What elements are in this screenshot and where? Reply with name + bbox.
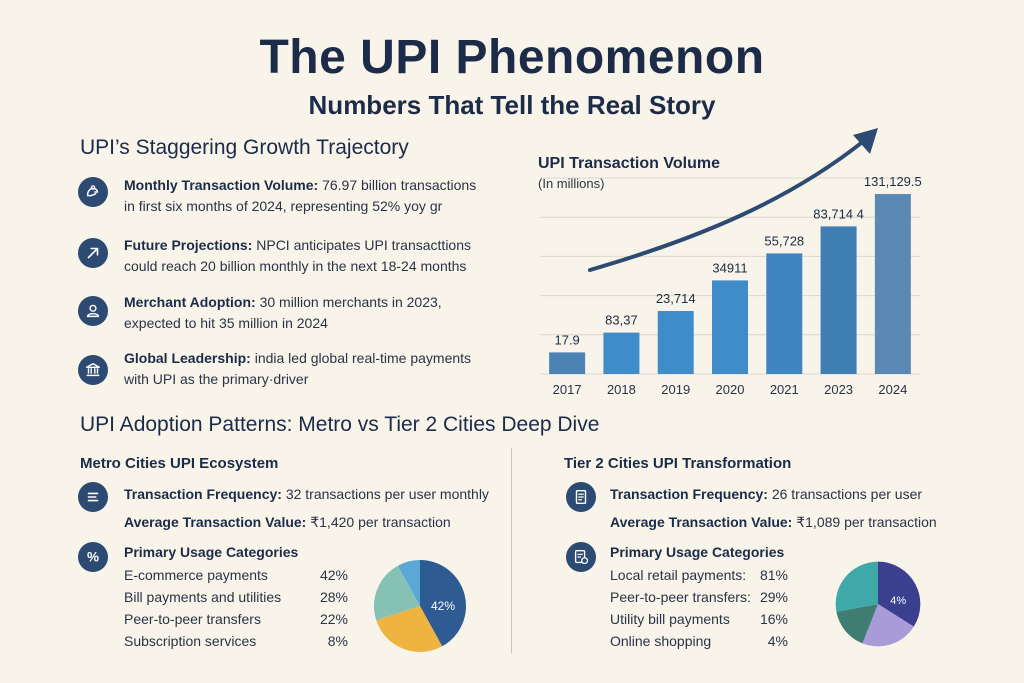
metro-category-pct: 8% — [327, 633, 348, 649]
chart-tick-label: 2018 — [607, 382, 636, 397]
chart-tick-label: 2021 — [770, 382, 799, 397]
svg-text:%: % — [87, 550, 99, 565]
chart-tick-label: 2020 — [716, 382, 745, 397]
metro-pie-chart: 42% — [374, 560, 466, 652]
chart-data-label: 55,728 — [764, 233, 804, 248]
pie-slice — [420, 560, 466, 647]
chart-bar — [712, 280, 748, 374]
trend-arrow — [588, 138, 867, 272]
tier2-category-name: Peer-to-peer transfers: — [610, 589, 751, 605]
chart-bar — [657, 311, 694, 374]
tier2-heading: Tier 2 Cities UPI Transformation — [564, 455, 792, 472]
pie-slice — [835, 561, 878, 612]
page-title: The UPI Phenomenon — [259, 31, 765, 84]
tier2-category-pct: 29% — [759, 589, 788, 605]
section-divider — [511, 448, 512, 653]
metro-category-name: Bill payments and utilities — [124, 589, 282, 605]
metro-category-name: E-commerce payments — [124, 567, 268, 583]
growth-item-monthly-volume: Monthly Transaction Volume: 76.97 billio… — [124, 177, 477, 214]
document-icon — [566, 482, 596, 512]
hand-coin-icon — [78, 177, 108, 207]
tier2-frequency: Transaction Frequency: 26 transactions p… — [610, 486, 923, 502]
chart-data-label: 34911 — [712, 260, 747, 275]
chart-tick-label: 2023 — [824, 382, 853, 397]
pie-slice — [397, 560, 420, 606]
person-icon — [78, 296, 108, 326]
trend-arrowhead — [853, 128, 878, 154]
metro-pie-label: 42% — [431, 599, 455, 613]
tier2-pie-label: 4% — [890, 595, 906, 607]
chart-data-label: 131,129.5 — [864, 174, 922, 189]
pie-slice — [862, 604, 914, 647]
metro-category-pct: 22% — [319, 611, 348, 627]
chart-bar — [820, 226, 857, 374]
chart-data-label: 83,714 4 — [813, 206, 864, 221]
tier2-category-pct: 4% — [767, 633, 788, 649]
growth-heading: UPI’s Staggering Growth Trajectory — [80, 136, 409, 159]
metro-average-value: Average Transaction Value: ₹1,420 per tr… — [124, 514, 451, 530]
growth-item-global-leadership: Global Leadership: india led global real… — [124, 350, 472, 387]
pie-slice — [376, 606, 443, 652]
chart-bar — [603, 332, 640, 374]
pie-slice — [374, 565, 420, 621]
page-subtitle: Numbers That Tell the Real Story — [308, 90, 716, 120]
pie-slice — [878, 561, 921, 627]
chart-data-label: 83,37 — [605, 313, 638, 328]
chart-title: UPI Transaction Volume — [538, 155, 720, 172]
list-icon — [78, 482, 108, 512]
growth-item-future-projections: Future Projections: NPCI anticipates UPI… — [124, 237, 472, 274]
pie-slice — [836, 604, 878, 644]
tier2-category-pct: 81% — [759, 567, 788, 583]
metro-category-pct: 42% — [319, 567, 348, 583]
metro-category-pct: 28% — [319, 589, 348, 605]
chart-tick-label: 2024 — [878, 382, 907, 397]
chart-data-label: 17.9 — [554, 332, 579, 347]
adoption-heading: UPI Adoption Patterns: Metro vs Tier 2 C… — [80, 413, 600, 436]
tier2-category-name: Utility bill payments — [610, 611, 730, 627]
chart-data-label: 23,714 — [656, 291, 696, 306]
tier2-categories-heading: Primary Usage Categories — [610, 544, 785, 560]
metro-heading: Metro Cities UPI Ecosystem — [80, 455, 279, 472]
receipt-icon — [566, 542, 596, 572]
tier2-category-name: Online shopping — [610, 633, 712, 649]
transaction-volume-chart: UPI Transaction Volume (In millions) 17.… — [538, 128, 922, 397]
chart-subtitle: (In millions) — [538, 176, 604, 191]
chart-tick-label: 2017 — [553, 382, 582, 397]
chart-bar — [549, 352, 586, 374]
tier2-average-value: Average Transaction Value: ₹1,089 per tr… — [610, 514, 937, 530]
arrow-up-right-icon — [78, 238, 108, 268]
metro-category-name: Peer-to-peer transfers — [124, 611, 261, 627]
metro-frequency: Transaction Frequency: 32 transactions p… — [124, 486, 489, 502]
bank-icon — [78, 355, 108, 385]
tier2-category-pct: 16% — [759, 611, 788, 627]
tier2-pie-chart: 4% — [835, 561, 921, 647]
growth-item-merchant-adoption: Merchant Adoption: 30 million merchants … — [124, 294, 442, 331]
metro-categories-heading: Primary Usage Categories — [124, 544, 299, 560]
chart-bar — [766, 253, 803, 374]
chart-bar — [874, 194, 911, 374]
percent-icon: % — [78, 542, 108, 572]
metro-category-name: Subscription services — [124, 633, 257, 649]
tier2-category-name: Local retail payments: — [610, 567, 747, 583]
chart-tick-label: 2019 — [661, 382, 690, 397]
